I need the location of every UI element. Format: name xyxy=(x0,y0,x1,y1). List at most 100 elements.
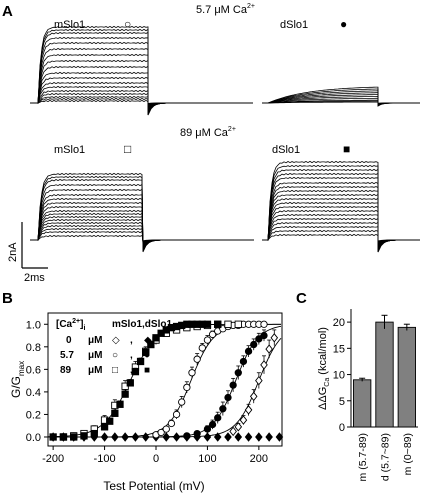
chart-c-ytick-label: 20 xyxy=(333,317,345,329)
chart-b-point-diamond-filled-18 xyxy=(234,432,243,442)
chart-b-point-diamond-filled-22 xyxy=(275,432,284,442)
chart-b-xtick-label: 0 xyxy=(153,453,159,465)
chart-b-point-circle-open-3 xyxy=(167,419,176,428)
chart-b-point-circle-open-7 xyxy=(188,369,196,377)
legend-row-0-value: 0 xyxy=(66,335,72,346)
trace-symbol-tr: ● xyxy=(340,17,347,31)
chart-b-point-circle-filled-7 xyxy=(229,381,237,389)
chart-b-point-circle-open-4 xyxy=(172,410,181,419)
chart-c-category-label-1: d (5.7~89) xyxy=(380,433,392,481)
chart-b-point-square-open-17 xyxy=(234,320,242,328)
current-traces-dslo1-5-7 xyxy=(262,86,420,107)
chart-b-point-square-filled-5 xyxy=(100,423,109,431)
chart-b-point-square-filled-7 xyxy=(111,409,119,417)
trace-label-tl: mSlo1 xyxy=(54,19,85,31)
chart-b-point-circle-filled-2 xyxy=(203,425,212,433)
chart-b-point-diamond-open-4 xyxy=(249,391,258,402)
chart-b-point-diamond-open-6 xyxy=(260,360,268,370)
chart-b-point-diamond-filled-12 xyxy=(172,432,181,442)
panel-a-letter: A xyxy=(2,3,13,20)
chart-b-point-diamond-open-8 xyxy=(270,333,279,343)
legend-row-2-sep: , xyxy=(130,365,133,376)
scale-bar-time: 2ms xyxy=(24,272,45,284)
chart-b-frame xyxy=(47,312,283,447)
chart-b-xtick-label: -100 xyxy=(94,453,116,465)
chart-c-ytick-label: 5 xyxy=(339,396,345,408)
legend-row-2-filled: ■ xyxy=(144,365,150,376)
chart-b-point-circle-open-10 xyxy=(203,336,212,344)
chart-b-point-diamond-filled-9 xyxy=(141,432,150,442)
current-trace-br-18 xyxy=(262,160,420,253)
trace-label-bl: mSlo1 xyxy=(54,144,85,156)
current-traces-mslo1-89 xyxy=(30,172,254,253)
chart-b-point-diamond-filled-16 xyxy=(213,432,222,442)
legend-row-1-value: 5.7 xyxy=(60,350,74,361)
chart-b-point-square-filled-3 xyxy=(80,432,88,440)
chart-b-point-diamond-open-0 xyxy=(229,426,237,437)
chart-b-xtick-label: 100 xyxy=(198,453,216,465)
chart-b-point-circle-filled-10 xyxy=(244,347,253,355)
chart-c-ytick-label: 0 xyxy=(339,422,345,434)
chart-b-point-circle-open-1 xyxy=(157,428,165,437)
current-traces-dslo1-89 xyxy=(262,160,420,253)
chart-b-point-square-filled-25 xyxy=(203,320,212,328)
chart-b-point-circle-filled-5 xyxy=(219,405,227,413)
chart-b-ylabel: G/Gmax xyxy=(9,361,26,398)
chart-b-point-square-filled-11 xyxy=(131,367,140,376)
chart-b-point-circle-filled-13 xyxy=(260,331,268,340)
chart-b-point-diamond-filled-7 xyxy=(121,432,129,442)
chart-b-point-square-filled-4 xyxy=(90,429,98,438)
chart-b-point-diamond-filled-17 xyxy=(224,432,232,442)
trace-symbol-tl: ○ xyxy=(124,17,131,31)
panel-c-letter: C xyxy=(296,290,307,307)
chart-b-point-square-filled-1 xyxy=(59,433,68,441)
chart-b-point-square-filled-26 xyxy=(214,320,222,328)
legend-row-2-unit: μM xyxy=(88,365,102,376)
chart-b-point-diamond-filled-15 xyxy=(203,432,212,442)
panel-b-letter: B xyxy=(2,290,13,307)
chart-b-point-circle-filled-4 xyxy=(214,414,222,422)
chart-b-point-circle-filled-12 xyxy=(255,335,263,343)
chart-b-point-square-filled-14 xyxy=(147,340,155,349)
legend-row-0-open: ◇ xyxy=(112,335,120,346)
chart-b-point-diamond-filled-8 xyxy=(131,432,140,442)
legend-row-1-open: ○ xyxy=(112,350,118,361)
legend-header: mSlo1,dSlo1 xyxy=(112,319,172,330)
chart-b-xtick-label: 200 xyxy=(250,453,268,465)
legend-row-2-open: □ xyxy=(112,365,118,376)
chart-c-ytick-label: 15 xyxy=(333,343,345,355)
chart-b-ytick-label: 0.2 xyxy=(26,409,41,421)
chart-b-ytick-label: 1.0 xyxy=(26,319,41,331)
current-trace-tl-17 xyxy=(30,25,253,116)
legend-row-0-sep: , xyxy=(130,335,133,346)
current-trace-bl-17 xyxy=(30,172,254,253)
chart-b-point-circle-filled-6 xyxy=(224,393,232,402)
chart-b-point-circle-open-5 xyxy=(178,398,186,406)
chart-c-bar-1 xyxy=(375,321,394,428)
legend-row-1-unit: μM xyxy=(88,350,102,361)
chart-b-point-circle-open-9 xyxy=(198,344,206,352)
chart-b-point-square-filled-13 xyxy=(142,348,150,357)
legend-row-0-filled: ◆ xyxy=(144,335,152,346)
chart-b-point-diamond-open-2 xyxy=(239,415,248,425)
chart-b-ytick-label: 0.8 xyxy=(26,342,41,354)
chart-b-point-diamond-open-5 xyxy=(255,375,263,386)
chart-b-point-diamond-filled-19 xyxy=(244,432,253,442)
scale-bar-current: 2nA xyxy=(7,242,19,262)
chart-b-point-circle-filled-3 xyxy=(208,420,217,429)
legend-ca-label: [Ca2+]i xyxy=(56,318,85,332)
legend-row-2-value: 89 xyxy=(60,365,72,376)
trace-label-tr: dSlo1 xyxy=(280,19,308,31)
chart-b-plot: -200 -100 0 100 200 0.0 0.2 0.4 0.6 0.8 1.0 xyxy=(26,312,284,465)
chart-b-ytick-label: 0.0 xyxy=(26,432,41,444)
chart-c-bar-2 xyxy=(397,326,416,428)
condition-label-top: 5.7 μM Ca2+ xyxy=(196,3,255,16)
trace-symbol-bl: □ xyxy=(124,142,131,156)
chart-b-point-circle-open-2 xyxy=(162,425,170,433)
legend-row-1-sep: , xyxy=(130,350,133,361)
chart-b-point-diamond-filled-20 xyxy=(255,432,263,442)
chart-c-category-label-2: m (0~89) xyxy=(402,433,414,475)
chart-b-xlabel: Test Potential (mV) xyxy=(103,479,204,493)
chart-b-point-circle-open-11 xyxy=(208,330,217,339)
